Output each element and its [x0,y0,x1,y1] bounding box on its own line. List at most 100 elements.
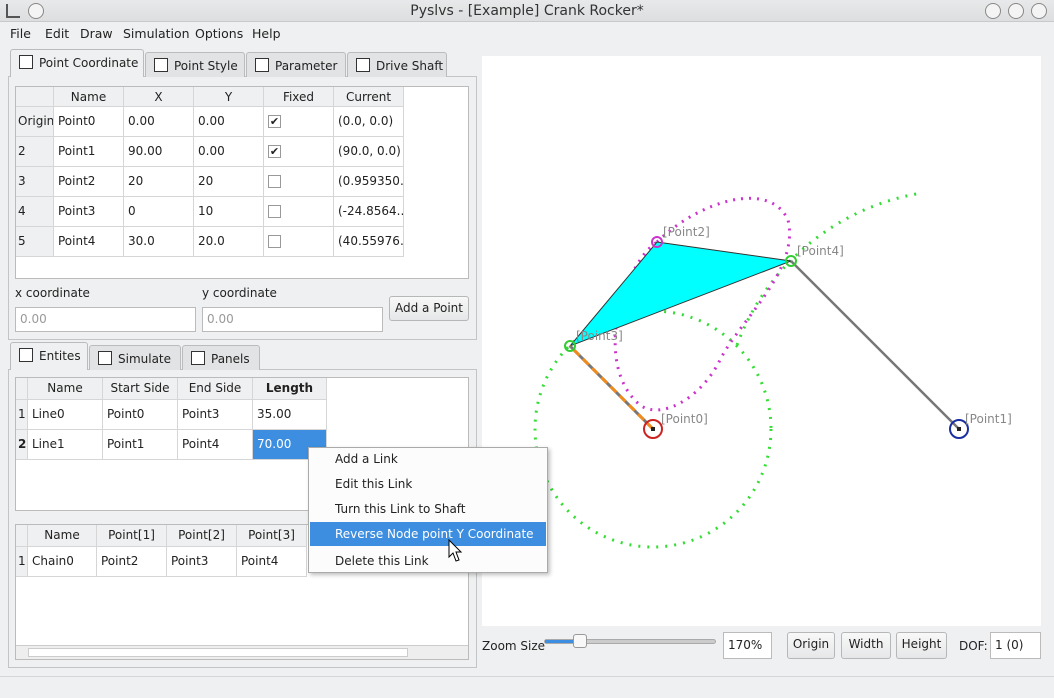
table-cell[interactable]: Point1 [54,137,124,167]
zoom-slider[interactable] [544,634,716,648]
tab[interactable]: Simulate [89,345,181,370]
table-cell[interactable]: Line0 [28,400,103,430]
table-cell[interactable]: 30.0 [124,227,194,257]
view-button[interactable]: Height [896,632,947,659]
table-cell[interactable]: 35.00 [253,400,327,430]
table-cell[interactable]: Point4 [178,430,253,460]
menu-item[interactable]: Edit [45,26,70,41]
tab[interactable]: Point Style [145,52,245,77]
scroll-thumb[interactable] [28,648,408,657]
table-cell[interactable]: Point3 [167,547,237,577]
context-item[interactable]: Reverse Node point Y Coordinate [335,527,534,541]
header-cell[interactable]: Name [28,378,103,400]
header-cell[interactable]: Name [28,525,97,547]
checkbox[interactable]: ✔ [268,115,281,128]
row-header[interactable]: 1 [16,400,28,430]
row-header[interactable]: 1 [16,547,28,577]
header-cell[interactable]: Fixed [264,87,334,107]
table-cell[interactable]: 90.00 [124,137,194,167]
menu-item[interactable]: File [10,26,31,41]
slider-handle[interactable] [573,634,587,648]
table-cell[interactable]: 0.00 [124,107,194,137]
table-cell[interactable]: 0.00 [194,137,264,167]
header-cell[interactable]: Y [194,87,264,107]
table-cell[interactable]: 0 [124,197,194,227]
menu-item[interactable]: Draw [80,26,113,41]
drawing-canvas[interactable]: [Point0] [Point1] [Point2] [Point3] [Poi… [482,56,1041,626]
h-scrollbar[interactable] [16,645,468,659]
x-input[interactable]: 0.00 [15,307,196,332]
table-cell[interactable]: Point0 [103,400,178,430]
ground-point[interactable] [643,419,663,439]
header-cell[interactable]: Point[1] [97,525,167,547]
rocker-link[interactable] [790,260,960,430]
table-cell[interactable]: (0.959350... [334,167,404,197]
view-button[interactable]: Origin [787,632,835,659]
table-cell[interactable]: 0.00 [194,107,264,137]
add-point-button[interactable]: Add a Point [389,296,469,321]
table-cell[interactable]: Point2 [97,547,167,577]
close-button[interactable] [1031,3,1047,19]
joint-point[interactable] [564,340,576,352]
table-cell[interactable]: 20.0 [194,227,264,257]
header-cell[interactable]: X [124,87,194,107]
table-cell[interactable]: Point4 [237,547,307,577]
row-header[interactable]: 4 [16,197,54,227]
table-cell[interactable]: (0.0, 0.0) [334,107,404,137]
table-cell[interactable]: Point1 [103,430,178,460]
tab[interactable]: Parameter [246,52,346,77]
x-label: x coordinate [15,286,90,300]
table-cell[interactable]: 10 [194,197,264,227]
context-item[interactable]: Turn this Link to Shaft [335,502,466,516]
tab[interactable]: Drive Shaft [347,52,447,77]
header-cell[interactable]: Start Side [103,378,178,400]
table-cell[interactable]: (40.55976... [334,227,404,257]
joint-point[interactable] [785,255,797,267]
menu-item[interactable]: Simulation [123,26,190,41]
row-header[interactable]: 2 [16,137,54,167]
coupler-link[interactable] [568,241,793,348]
table-cell[interactable]: 20 [194,167,264,197]
header-cell[interactable]: End Side [178,378,253,400]
table-cell[interactable]: Point0 [54,107,124,137]
checkbox[interactable] [268,205,281,218]
header-cell[interactable]: Point[3] [237,525,307,547]
checkbox[interactable]: ✔ [268,145,281,158]
table-cell[interactable]: Chain0 [28,547,97,577]
tab[interactable]: Point Coordinate [10,49,144,77]
zoom-input[interactable]: 170% [723,632,772,659]
table-cell[interactable]: Line1 [28,430,103,460]
table-cell[interactable]: 20 [124,167,194,197]
tab[interactable]: Entites [10,342,88,370]
header-cell[interactable]: Point[2] [167,525,237,547]
header-cell[interactable]: Name [54,87,124,107]
header-cell[interactable]: Length [253,378,327,400]
menu-item[interactable]: Options [195,26,244,41]
table-cell[interactable]: (-24.8564... [334,197,404,227]
row-header[interactable]: Origin [16,107,54,137]
ground-point[interactable] [949,419,969,439]
tab[interactable]: Panels [182,345,260,370]
row-header[interactable]: 3 [16,167,54,197]
minimize-button[interactable] [985,3,1001,19]
header-cell[interactable]: Current [334,87,404,107]
y-input[interactable]: 0.00 [202,307,383,332]
row-header[interactable]: 5 [16,227,54,257]
table-cell[interactable]: Point4 [54,227,124,257]
table-cell[interactable]: Point3 [178,400,253,430]
context-item[interactable]: Delete this Link [335,554,429,568]
context-item[interactable]: Add a Link [335,452,398,466]
checkbox[interactable] [268,175,281,188]
pin-button[interactable] [28,3,44,19]
table-cell[interactable]: Point3 [54,197,124,227]
table-cell[interactable]: Point2 [54,167,124,197]
maximize-button[interactable] [1008,3,1024,19]
joint-point[interactable] [651,236,663,248]
row-header[interactable]: 2 [16,430,28,460]
drive-shaft [568,344,655,431]
table-cell[interactable]: (90.0, 0.0) [334,137,404,167]
menu-item[interactable]: Help [252,26,281,41]
context-item[interactable]: Edit this Link [335,477,413,491]
checkbox[interactable] [268,235,281,248]
view-button[interactable]: Width [841,632,891,659]
